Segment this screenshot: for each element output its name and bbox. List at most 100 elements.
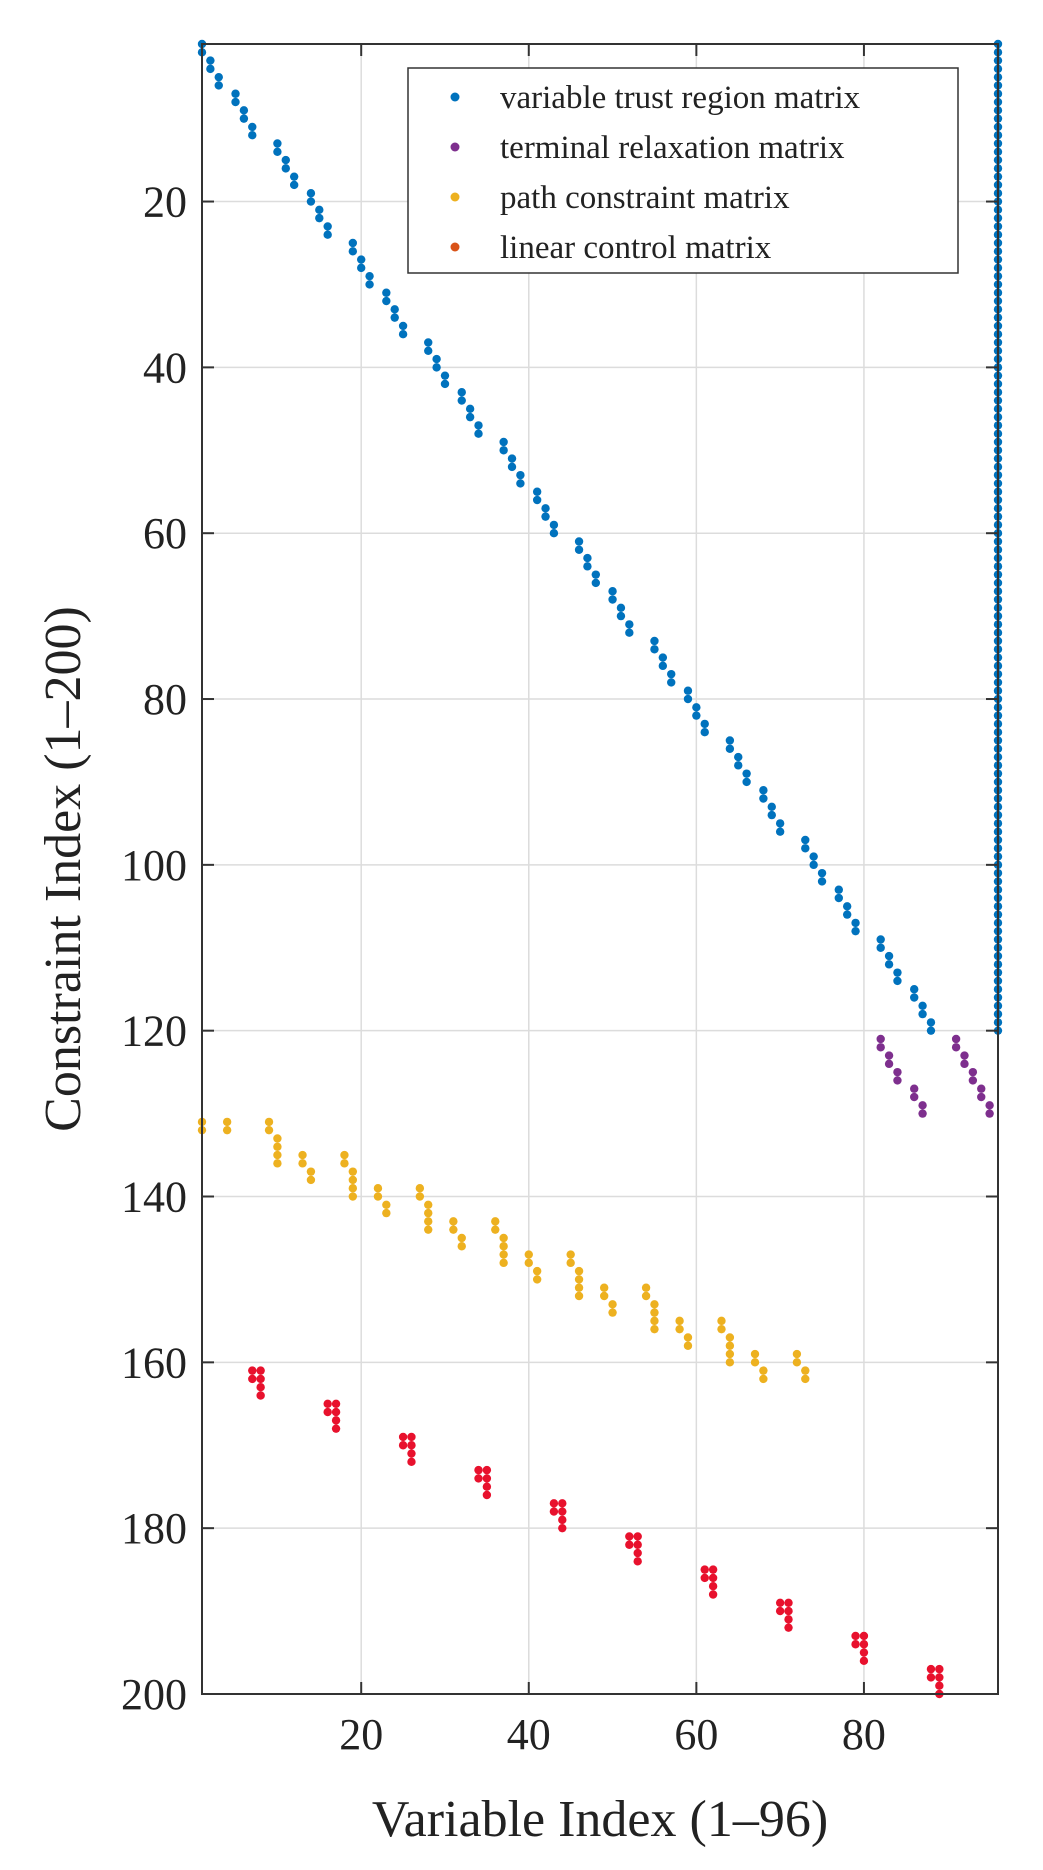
trust-region-point xyxy=(457,396,466,405)
path-constraint-point xyxy=(759,1374,768,1384)
trust-region-point xyxy=(239,114,249,123)
linear-control-point xyxy=(784,1623,793,1632)
trust-region-point xyxy=(424,338,433,347)
linear-control-point xyxy=(558,1515,567,1525)
y-tick-label: 80 xyxy=(143,675,187,724)
path-constraint-point xyxy=(792,1358,802,1367)
trust-region-point xyxy=(667,678,676,687)
trust-region-point xyxy=(667,669,676,679)
path-constraint-point xyxy=(650,1308,659,1317)
y-tick-label: 20 xyxy=(143,178,187,227)
path-constraint-point xyxy=(222,1117,232,1127)
terminal-relaxation-point xyxy=(893,1076,902,1085)
trust-region-point xyxy=(289,180,299,190)
path-constraint-point xyxy=(725,1358,735,1367)
trust-region-point xyxy=(591,570,601,579)
trust-region-point xyxy=(432,354,441,364)
linear-control-point xyxy=(633,1548,642,1558)
path-constraint-point xyxy=(566,1250,575,1259)
path-constraint-point xyxy=(725,1333,735,1342)
trust-region-point xyxy=(382,296,391,306)
linear-control-point xyxy=(323,1407,332,1417)
linear-control-point xyxy=(708,1573,718,1583)
terminal-relaxation-point xyxy=(893,1067,902,1077)
terminal-relaxation-point xyxy=(884,1059,894,1069)
terminal-relaxation-point xyxy=(918,1101,927,1110)
path-constraint-point xyxy=(424,1217,433,1226)
trust-region-point xyxy=(398,330,408,339)
trust-region-point xyxy=(926,1026,936,1035)
trust-region-point xyxy=(474,429,483,438)
path-constraint-point xyxy=(382,1200,391,1210)
path-constraint-point xyxy=(641,1291,651,1301)
trust-region-point xyxy=(884,960,894,969)
trust-region-point xyxy=(214,81,223,90)
path-constraint-point xyxy=(725,1341,735,1350)
linear-control-point xyxy=(256,1383,265,1392)
path-constraint-point xyxy=(499,1258,508,1268)
path-constraint-point xyxy=(683,1333,693,1342)
trust-region-point xyxy=(683,694,693,704)
y-tick-label: 200 xyxy=(121,1670,187,1719)
path-constraint-point xyxy=(641,1283,651,1292)
path-constraint-point xyxy=(348,1175,358,1185)
trust-region-point xyxy=(658,661,668,671)
path-constraint-point xyxy=(675,1316,684,1326)
trust-region-point xyxy=(918,1001,927,1011)
terminal-relaxation-point xyxy=(977,1084,986,1093)
linear-control-point xyxy=(482,1474,492,1483)
trust-region-point xyxy=(323,222,332,231)
trust-region-point xyxy=(926,1018,936,1027)
path-constraint-point xyxy=(683,1341,693,1350)
trust-region-point xyxy=(910,993,919,1002)
linear-control-point xyxy=(633,1557,642,1566)
path-constraint-point xyxy=(373,1184,383,1193)
linear-control-point xyxy=(859,1640,869,1649)
path-constraint-point xyxy=(457,1233,466,1243)
trust-region-point xyxy=(725,736,735,745)
linear-control-point xyxy=(482,1490,492,1500)
trust-region-point xyxy=(357,263,366,273)
path-constraint-point xyxy=(532,1266,542,1276)
trust-region-point xyxy=(549,520,559,530)
path-constraint-point xyxy=(264,1117,274,1127)
linear-control-point xyxy=(859,1631,869,1641)
linear-control-point xyxy=(784,1615,793,1624)
trust-region-point xyxy=(574,537,584,546)
path-constraint-point xyxy=(298,1159,307,1168)
trust-region-point xyxy=(214,72,223,82)
y-tick-label: 140 xyxy=(121,1173,187,1222)
trust-region-point xyxy=(591,578,601,588)
trust-region-point xyxy=(390,305,399,314)
trust-region-point xyxy=(398,321,408,331)
linear-control-point xyxy=(625,1540,634,1549)
trust-region-point xyxy=(650,645,659,654)
path-constraint-point xyxy=(750,1358,760,1367)
path-constraint-point xyxy=(524,1250,533,1259)
linear-control-point xyxy=(549,1507,559,1516)
trust-region-point xyxy=(801,844,810,853)
path-constraint-point xyxy=(424,1208,433,1218)
trust-region-point xyxy=(516,470,525,480)
trust-region-point xyxy=(608,587,617,596)
linear-control-point xyxy=(775,1598,785,1607)
trust-region-point xyxy=(893,968,902,977)
trust-region-point xyxy=(893,976,902,986)
path-constraint-point xyxy=(750,1349,760,1359)
terminal-relaxation-point xyxy=(968,1076,978,1085)
terminal-relaxation-point xyxy=(918,1109,927,1118)
trust-region-point xyxy=(315,205,324,215)
trust-region-point xyxy=(273,147,282,156)
linear-control-point xyxy=(708,1582,718,1591)
linear-control-point xyxy=(935,1673,944,1682)
trust-region-point xyxy=(884,951,894,961)
trust-region-point xyxy=(206,64,215,74)
y-tick-label: 120 xyxy=(121,1007,187,1056)
linear-control-point xyxy=(700,1573,709,1583)
legend: variable trust region matrix terminal re… xyxy=(407,67,959,274)
grid xyxy=(202,44,998,1695)
legend-box xyxy=(407,67,959,274)
path-constraint-point xyxy=(532,1275,542,1284)
path-constraint-point xyxy=(675,1324,684,1334)
terminal-relaxation-point xyxy=(910,1092,919,1102)
